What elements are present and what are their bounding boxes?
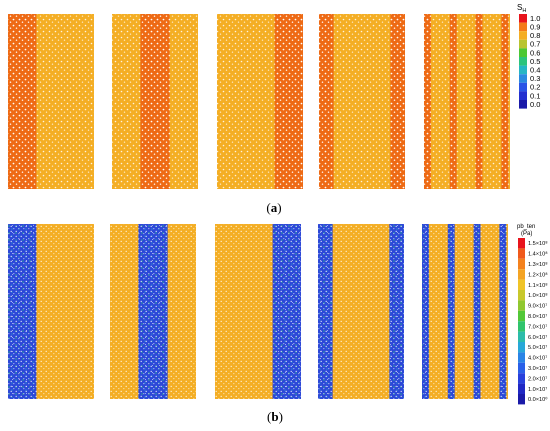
panel-a-specimen-left-band [8, 14, 94, 189]
panel-a-label: (a) [266, 200, 282, 215]
panel-a-legend-tick-label: 0.6 [530, 48, 540, 57]
panel-b-legend-swatch [518, 248, 525, 259]
panel-a-legend: SH 1.00.90.80.70.60.50.40.30.20.10.0 [517, 3, 540, 109]
panel-b-legend-swatch [518, 258, 525, 270]
panel-b-particle-texture [215, 224, 301, 399]
panel-a-legend-swatch [519, 65, 527, 75]
panel-b-legend-tick-label: 2.0×10⁷ [528, 375, 547, 382]
panel-b-legend-tick-label: 1.5×10⁸ [528, 240, 548, 247]
panel-b-legend-swatch [518, 362, 525, 374]
panel-b-legend-swatch [518, 269, 525, 280]
panel-b [8, 224, 508, 399]
panel-b-legend-title: pb_ten [517, 224, 535, 230]
panel-a-particle-texture [319, 14, 405, 189]
panel-b-legend-tick-label: 1.0×10⁷ [528, 386, 547, 393]
panel-a-legend-swatch [519, 31, 527, 40]
panel-b-legend-swatch [518, 290, 525, 301]
panel-a-legend-swatch [519, 48, 527, 57]
panel-a-legend-swatch [519, 39, 527, 49]
panel-b-label: (b) [267, 409, 283, 424]
panel-b-legend-tick-label: 6.0×10⁷ [528, 334, 547, 341]
panel-a-legend-swatch [519, 100, 527, 109]
panel-b-legend-tick-label: 1.4×10⁸ [528, 251, 548, 258]
panel-b-particle-texture [318, 224, 404, 399]
panel-a-legend-tick-label: 0.2 [530, 83, 540, 92]
panel-a-legend-swatch [519, 57, 527, 66]
panel-a-legend-tick-label: 0.8 [530, 31, 540, 40]
panel-b-particle-texture [422, 224, 508, 399]
panel-b-particle-texture [110, 224, 196, 399]
panel-a-specimen-four-bands [424, 14, 510, 189]
panel-b-legend-swatch [518, 331, 525, 342]
panel-b-specimen-four-bands [422, 224, 508, 399]
panel-b-legend-tick-label: 1.3×10⁸ [528, 261, 548, 268]
panel-a-particle-texture [8, 14, 94, 189]
panel-b-specimen-left-band [8, 224, 94, 399]
panel-a-specimen-two-bands [319, 14, 405, 189]
panel-b-legend-tick-label: 1.1×10⁸ [528, 282, 548, 289]
panel-a-legend-swatch [519, 74, 527, 83]
panel-b-legend-swatch [518, 238, 525, 249]
panel-a-particle-texture [424, 14, 510, 189]
panel-a-legend-tick-label: 0.1 [530, 91, 540, 100]
panel-a-legend-tick-label: 0.7 [530, 40, 540, 49]
panel-b-legend-swatch [518, 352, 525, 363]
panel-b-legend-tick-label: 4.0×10⁷ [528, 355, 547, 362]
panel-a-specimen-center-band [112, 14, 198, 189]
panel-b-legend-swatch [518, 383, 525, 394]
panel-b-legend-tick-label: 3.0×10⁷ [528, 365, 547, 372]
panel-a-legend-swatch [519, 82, 527, 92]
panel-b-legend-tick-label: 7.0×10⁷ [528, 323, 547, 330]
panel-b-legend-swatch [518, 310, 525, 322]
panel-a-specimen-right-band [217, 14, 303, 189]
panel-a-legend-title: SH [517, 3, 526, 14]
panel-b-legend: pb_ten(Pa) 1.5×10⁸ 1.4×10⁸ 1.3×10⁸ 1.2×10⁸ 1.… [517, 224, 548, 405]
panel-b-legend-tick-label: 9.0×10⁷ [528, 303, 547, 310]
panel-b-specimen-right-band [215, 224, 301, 399]
panel-a-legend-tick-label: 0.0 [530, 100, 540, 109]
panel-a-particle-texture [217, 14, 303, 189]
panel-a-legend-tick-label: 0.4 [530, 66, 540, 75]
panel-a-particle-texture [112, 14, 198, 189]
panel-a-legend-tick-label: 0.5 [530, 57, 540, 66]
panel-b-specimen-center-band [110, 224, 196, 399]
panel-a-legend-tick-label: 1.0 [530, 14, 540, 23]
panel-a [8, 14, 510, 189]
panel-a-legend-swatch [519, 22, 527, 32]
panel-b-legend-swatch [518, 342, 525, 353]
panel-b-particle-texture [8, 224, 94, 399]
panel-b-legend-swatch [518, 300, 525, 311]
panel-a-legend-tick-label: 0.9 [530, 23, 540, 32]
panel-a-legend-swatch [519, 91, 527, 100]
panel-b-legend-unit: (Pa) [521, 231, 532, 237]
panel-b-legend-tick-label: 8.0×10⁷ [528, 313, 547, 320]
panel-a-legend-tick-label: 0.3 [530, 74, 540, 83]
panel-b-specimen-two-bands [318, 224, 404, 399]
panel-b-legend-tick-label: 1.0×10⁸ [528, 292, 548, 299]
panel-b-legend-tick-label: 1.2×10⁸ [528, 271, 548, 278]
panel-b-legend-swatch [518, 373, 525, 384]
panel-b-legend-swatch [518, 321, 525, 332]
panel-b-legend-tick-label: 0.0×10⁰ [528, 396, 548, 403]
panel-b-legend-swatch [518, 279, 525, 290]
panel-a-legend-swatch [519, 14, 527, 23]
panel-b-legend-swatch [518, 394, 525, 405]
panel-b-legend-tick-label: 5.0×10⁷ [528, 344, 547, 351]
